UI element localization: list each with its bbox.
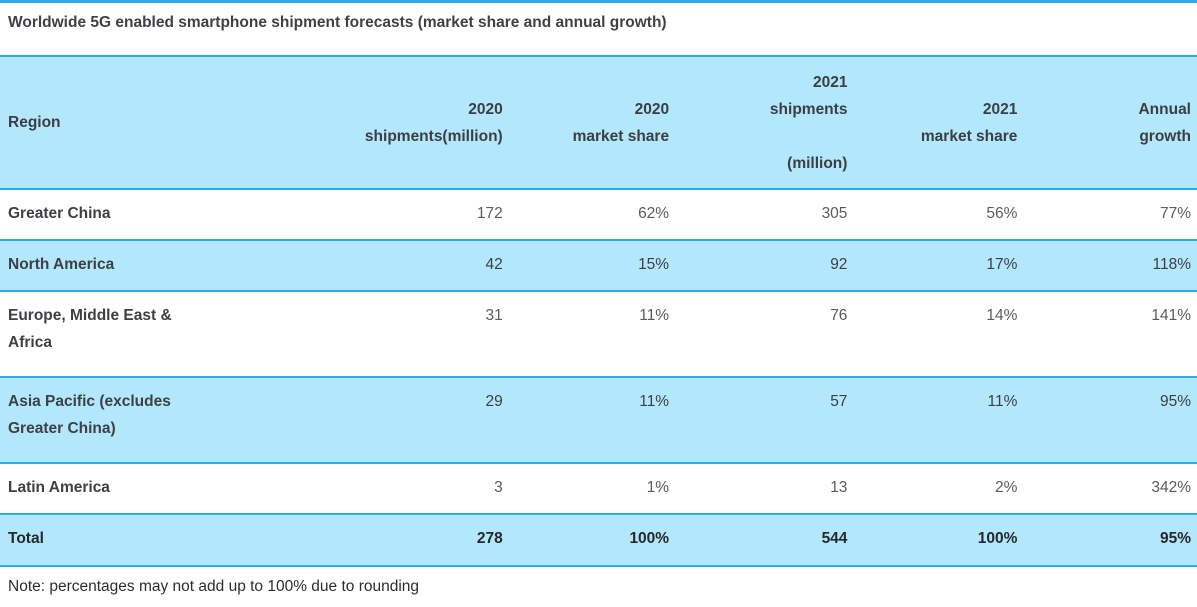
table-row-asia-pacific: Asia Pacific (excludes Greater China) 29… xyxy=(0,377,1197,463)
shipments-2020-cell: 172 xyxy=(476,205,503,222)
shipments-2020-cell: 278 xyxy=(476,530,503,547)
region-cell: Latin America xyxy=(0,463,280,514)
market-share-2021-cell: 11% xyxy=(987,393,1018,410)
column-header-2021-market-share: 2021 market share xyxy=(920,100,1018,145)
market-share-2020-cell: 1% xyxy=(646,479,670,496)
annual-growth-cell: 342% xyxy=(1151,479,1191,496)
table-row-greater-china: Greater China 172 62% 305 56% 77% xyxy=(0,189,1197,240)
region-label: Europe, Middle East & Africa xyxy=(8,307,172,351)
market-share-2020-cell: 100% xyxy=(629,530,670,547)
annual-growth-cell: 141% xyxy=(1151,307,1191,324)
market-share-2021-cell: 2% xyxy=(995,479,1018,496)
market-share-2020-cell: 62% xyxy=(638,205,670,222)
shipments-2021-cell: 57 xyxy=(830,393,848,410)
market-share-2020-cell: 15% xyxy=(638,256,670,273)
region-cell: Asia Pacific (excludes Greater China) xyxy=(0,377,280,463)
region-label: Greater China xyxy=(8,205,111,222)
annual-growth-cell: 118% xyxy=(1152,256,1192,273)
column-header-2020-market-share: 2020 market share xyxy=(572,100,670,145)
table-header-row: Region 2020 shipments(million) 2020 mark… xyxy=(0,56,1197,189)
annual-growth-cell: 95% xyxy=(1159,393,1191,410)
region-cell: Total xyxy=(0,514,280,566)
market-share-2020-cell: 11% xyxy=(639,307,670,324)
region-label: Total xyxy=(8,530,44,547)
table-row-emea: Europe, Middle East & Africa 31 11% 76 1… xyxy=(0,291,1197,377)
shipments-2020-cell: 29 xyxy=(485,393,503,410)
region-cell: Europe, Middle East & Africa xyxy=(0,291,280,377)
column-header-2021-shipments: 2021 shipments (million) xyxy=(769,73,848,172)
table-row-total: Total 278 100% 544 100% 95% xyxy=(0,514,1197,566)
column-header-region: Region xyxy=(8,114,61,131)
table-row-north-america: North America 42 15% 92 17% 118% xyxy=(0,240,1197,291)
shipments-2021-cell: 13 xyxy=(830,479,848,496)
region-label: North America xyxy=(8,256,115,273)
table-row-latin-america: Latin America 3 1% 13 2% 342% xyxy=(0,463,1197,514)
column-header-2020-shipments: 2020 shipments(million) xyxy=(364,100,503,145)
region-label: Latin America xyxy=(8,479,110,496)
footnote: Note: percentages may not add up to 100%… xyxy=(8,578,420,595)
shipments-2020-cell: 42 xyxy=(485,256,503,273)
market-share-2021-cell: 17% xyxy=(986,256,1018,273)
shipments-2020-cell: 31 xyxy=(485,307,503,324)
shipments-2021-cell: 544 xyxy=(821,530,848,547)
market-share-2021-cell: 14% xyxy=(986,307,1018,324)
annual-growth-cell: 77% xyxy=(1159,205,1191,222)
market-share-2021-cell: 100% xyxy=(977,530,1018,547)
top-divider xyxy=(0,0,1197,3)
region-label: Asia Pacific (excludes Greater China) xyxy=(8,393,171,437)
page-title: Worldwide 5G enabled smartphone shipment… xyxy=(8,14,667,31)
shipments-2021-cell: 92 xyxy=(830,256,848,273)
shipments-2021-cell: 305 xyxy=(821,205,848,222)
column-header-annual-growth: Annual growth xyxy=(1138,100,1191,145)
shipment-forecast-table: Region 2020 shipments(million) 2020 mark… xyxy=(0,55,1197,567)
shipments-2021-cell: 76 xyxy=(830,307,848,324)
region-cell: North America xyxy=(0,240,280,291)
market-share-2020-cell: 11% xyxy=(639,393,670,410)
shipments-2020-cell: 3 xyxy=(494,479,503,496)
annual-growth-cell: 95% xyxy=(1159,530,1191,547)
region-cell: Greater China xyxy=(0,189,280,240)
market-share-2021-cell: 56% xyxy=(986,205,1018,222)
